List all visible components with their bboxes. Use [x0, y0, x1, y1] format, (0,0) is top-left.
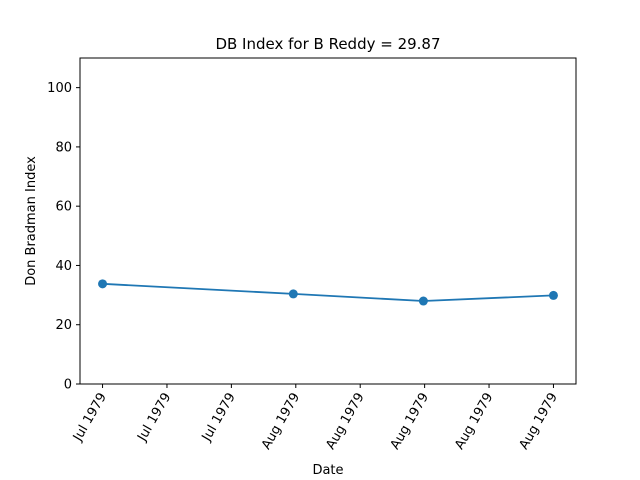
x-tick-label: Jul 1979	[70, 391, 110, 445]
x-tick-label: Aug 1979	[517, 391, 561, 453]
data-point	[548, 290, 558, 300]
y-tick-label: 100	[47, 81, 72, 96]
x-tick-label: Aug 1979	[388, 391, 432, 453]
y-tick-label: 60	[55, 200, 72, 215]
y-axis-label: Don Bradman Index	[24, 156, 39, 286]
y-tick-label: 40	[55, 259, 72, 274]
y-axis: 0 20 40 60 80 100	[47, 81, 80, 393]
series-line	[102, 282, 554, 302]
x-tick-label: Aug 1979	[259, 391, 303, 453]
plot-area	[79, 57, 577, 385]
y-tick-label: 80	[55, 140, 72, 155]
y-tick-label: 20	[55, 318, 72, 333]
x-axis: Jul 1979 Jul 1979 Jul 1979 Aug 1979 Aug 1979…	[70, 384, 561, 452]
series-layer	[98, 279, 558, 306]
data-point	[98, 279, 108, 289]
chart-title: DB Index for B Reddy = 29.87	[215, 35, 440, 53]
x-tick-label: Jul 1979	[199, 391, 239, 445]
x-tick-label: Jul 1979	[134, 391, 174, 445]
y-tick-label: 0	[64, 378, 72, 393]
x-tick-label: Aug 1979	[452, 390, 496, 452]
x-axis-label: Date	[312, 463, 343, 478]
data-point	[288, 289, 298, 299]
x-tick-label: Aug 1979	[323, 391, 367, 453]
data-point	[418, 296, 428, 306]
